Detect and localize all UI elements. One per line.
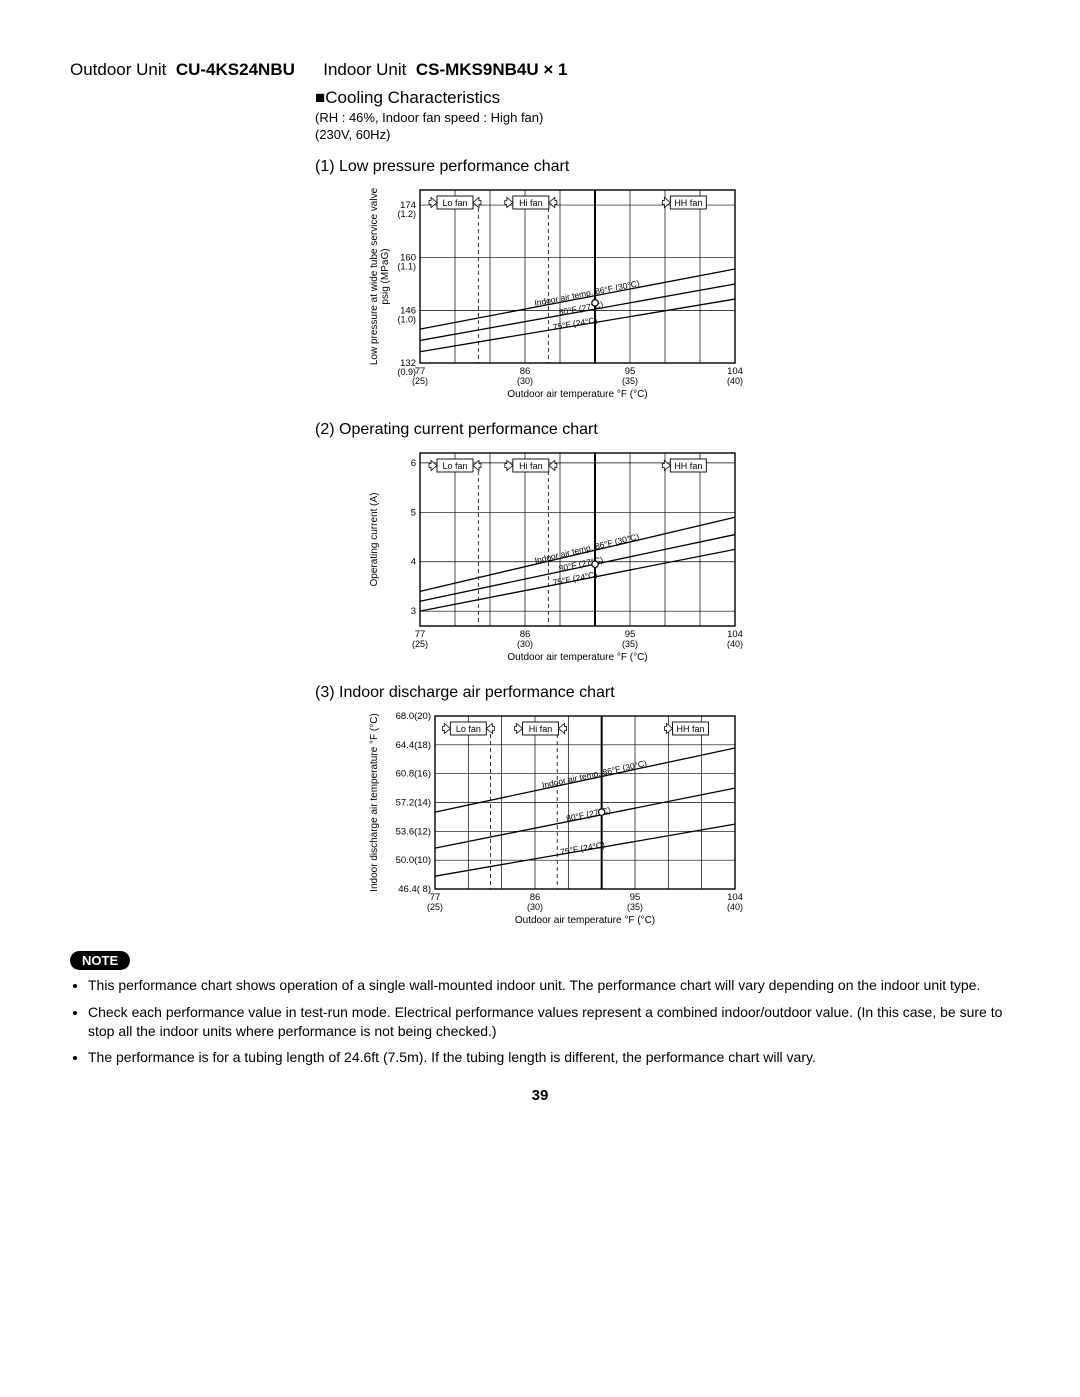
svg-text:60.8(16): 60.8(16) xyxy=(396,768,431,779)
section-sub2: (230V, 60Hz) xyxy=(315,127,1010,144)
chart3-svg: 68.0(20) 64.4(18) 60.8(16) 57.2(14) 53.6(12)… xyxy=(365,708,745,933)
svg-text:5: 5 xyxy=(411,507,416,518)
svg-text:(30): (30) xyxy=(517,376,533,386)
svg-text:53.6(12): 53.6(12) xyxy=(396,826,431,837)
svg-text:Outdoor air temperature °F (°C: Outdoor air temperature °F (°C) xyxy=(515,915,655,926)
section-sub1: (RH : 46%, Indoor fan speed : High fan) xyxy=(315,110,1010,127)
svg-text:(1.2): (1.2) xyxy=(397,209,416,219)
svg-text:HH fan: HH fan xyxy=(677,724,705,734)
svg-text:(30): (30) xyxy=(527,902,543,912)
chart1-svg: 174(1.2)160(1.1)146(1.0)132(0.9)77(25)86… xyxy=(365,182,745,407)
note-item: The performance is for a tubing length o… xyxy=(88,1048,1010,1067)
svg-text:(40): (40) xyxy=(727,902,743,912)
svg-text:HH fan: HH fan xyxy=(674,461,702,471)
svg-text:75°F (24°C): 75°F (24°C) xyxy=(559,839,605,857)
note-item: Check each performance value in test-run… xyxy=(88,1003,1010,1041)
svg-text:(40): (40) xyxy=(727,376,743,386)
outdoor-model: CU-4KS24NBU xyxy=(176,60,295,79)
svg-text:(1.0): (1.0) xyxy=(397,314,416,324)
svg-text:Lo fan: Lo fan xyxy=(456,724,481,734)
svg-text:(25): (25) xyxy=(412,639,428,649)
svg-text:Outdoor air temperature °F (°C: Outdoor air temperature °F (°C) xyxy=(507,652,647,663)
header-line: Outdoor Unit CU-4KS24NBU Indoor Unit CS-… xyxy=(70,60,1010,80)
note-item: This performance chart shows operation o… xyxy=(88,976,1010,995)
svg-text:75°F (24°C): 75°F (24°C) xyxy=(552,315,598,332)
chart1-title: (1) Low pressure performance chart xyxy=(315,158,1010,176)
svg-text:4: 4 xyxy=(411,557,416,568)
svg-text:Hi fan: Hi fan xyxy=(519,461,543,471)
indoor-label: Indoor Unit xyxy=(323,60,406,79)
outdoor-label: Outdoor Unit xyxy=(70,60,166,79)
svg-text:(40): (40) xyxy=(727,639,743,649)
svg-text:6: 6 xyxy=(411,458,416,469)
chart3-title: (3) Indoor discharge air performance cha… xyxy=(315,684,1010,702)
indoor-model: CS-MKS9NB4U × 1 xyxy=(416,60,568,79)
svg-text:46.4( 8): 46.4( 8) xyxy=(398,884,431,895)
page-number: 39 xyxy=(70,1087,1010,1104)
svg-text:(35): (35) xyxy=(622,639,638,649)
svg-text:(25): (25) xyxy=(412,376,428,386)
svg-text:68.0(20): 68.0(20) xyxy=(396,711,431,722)
note-badge: NOTE xyxy=(70,951,130,970)
chart2-title: (2) Operating current performance chart xyxy=(315,421,1010,439)
svg-text:(35): (35) xyxy=(622,376,638,386)
svg-text:64.4(18): 64.4(18) xyxy=(396,740,431,751)
svg-text:3: 3 xyxy=(411,606,416,617)
svg-text:Low pressure at wide tube serv: Low pressure at wide tube service valve xyxy=(369,187,380,365)
svg-text:50.0(10): 50.0(10) xyxy=(396,855,431,866)
svg-text:psig (MPaG): psig (MPaG) xyxy=(380,248,391,304)
svg-text:Outdoor air temperature °F (°C: Outdoor air temperature °F (°C) xyxy=(507,389,647,400)
svg-text:Hi fan: Hi fan xyxy=(519,198,543,208)
svg-text:(35): (35) xyxy=(627,902,643,912)
svg-text:Operating current (A): Operating current (A) xyxy=(369,492,380,586)
svg-text:(25): (25) xyxy=(427,902,443,912)
svg-text:Indoor discharge air temperatu: Indoor discharge air temperature °F (°C) xyxy=(369,713,380,892)
svg-text:(1.1): (1.1) xyxy=(397,261,416,271)
chart2-svg: 654377(25)86(30)95(35)104(40)Outdoor air… xyxy=(365,445,745,670)
svg-text:HH fan: HH fan xyxy=(674,198,702,208)
svg-text:Hi fan: Hi fan xyxy=(529,724,553,734)
svg-text:Lo fan: Lo fan xyxy=(442,461,467,471)
svg-text:Lo fan: Lo fan xyxy=(442,198,467,208)
notes-list: This performance chart shows operation o… xyxy=(70,976,1010,1068)
section-title: ■Cooling Characteristics xyxy=(315,88,1010,108)
svg-text:57.2(14): 57.2(14) xyxy=(396,797,431,808)
svg-text:(30): (30) xyxy=(517,639,533,649)
